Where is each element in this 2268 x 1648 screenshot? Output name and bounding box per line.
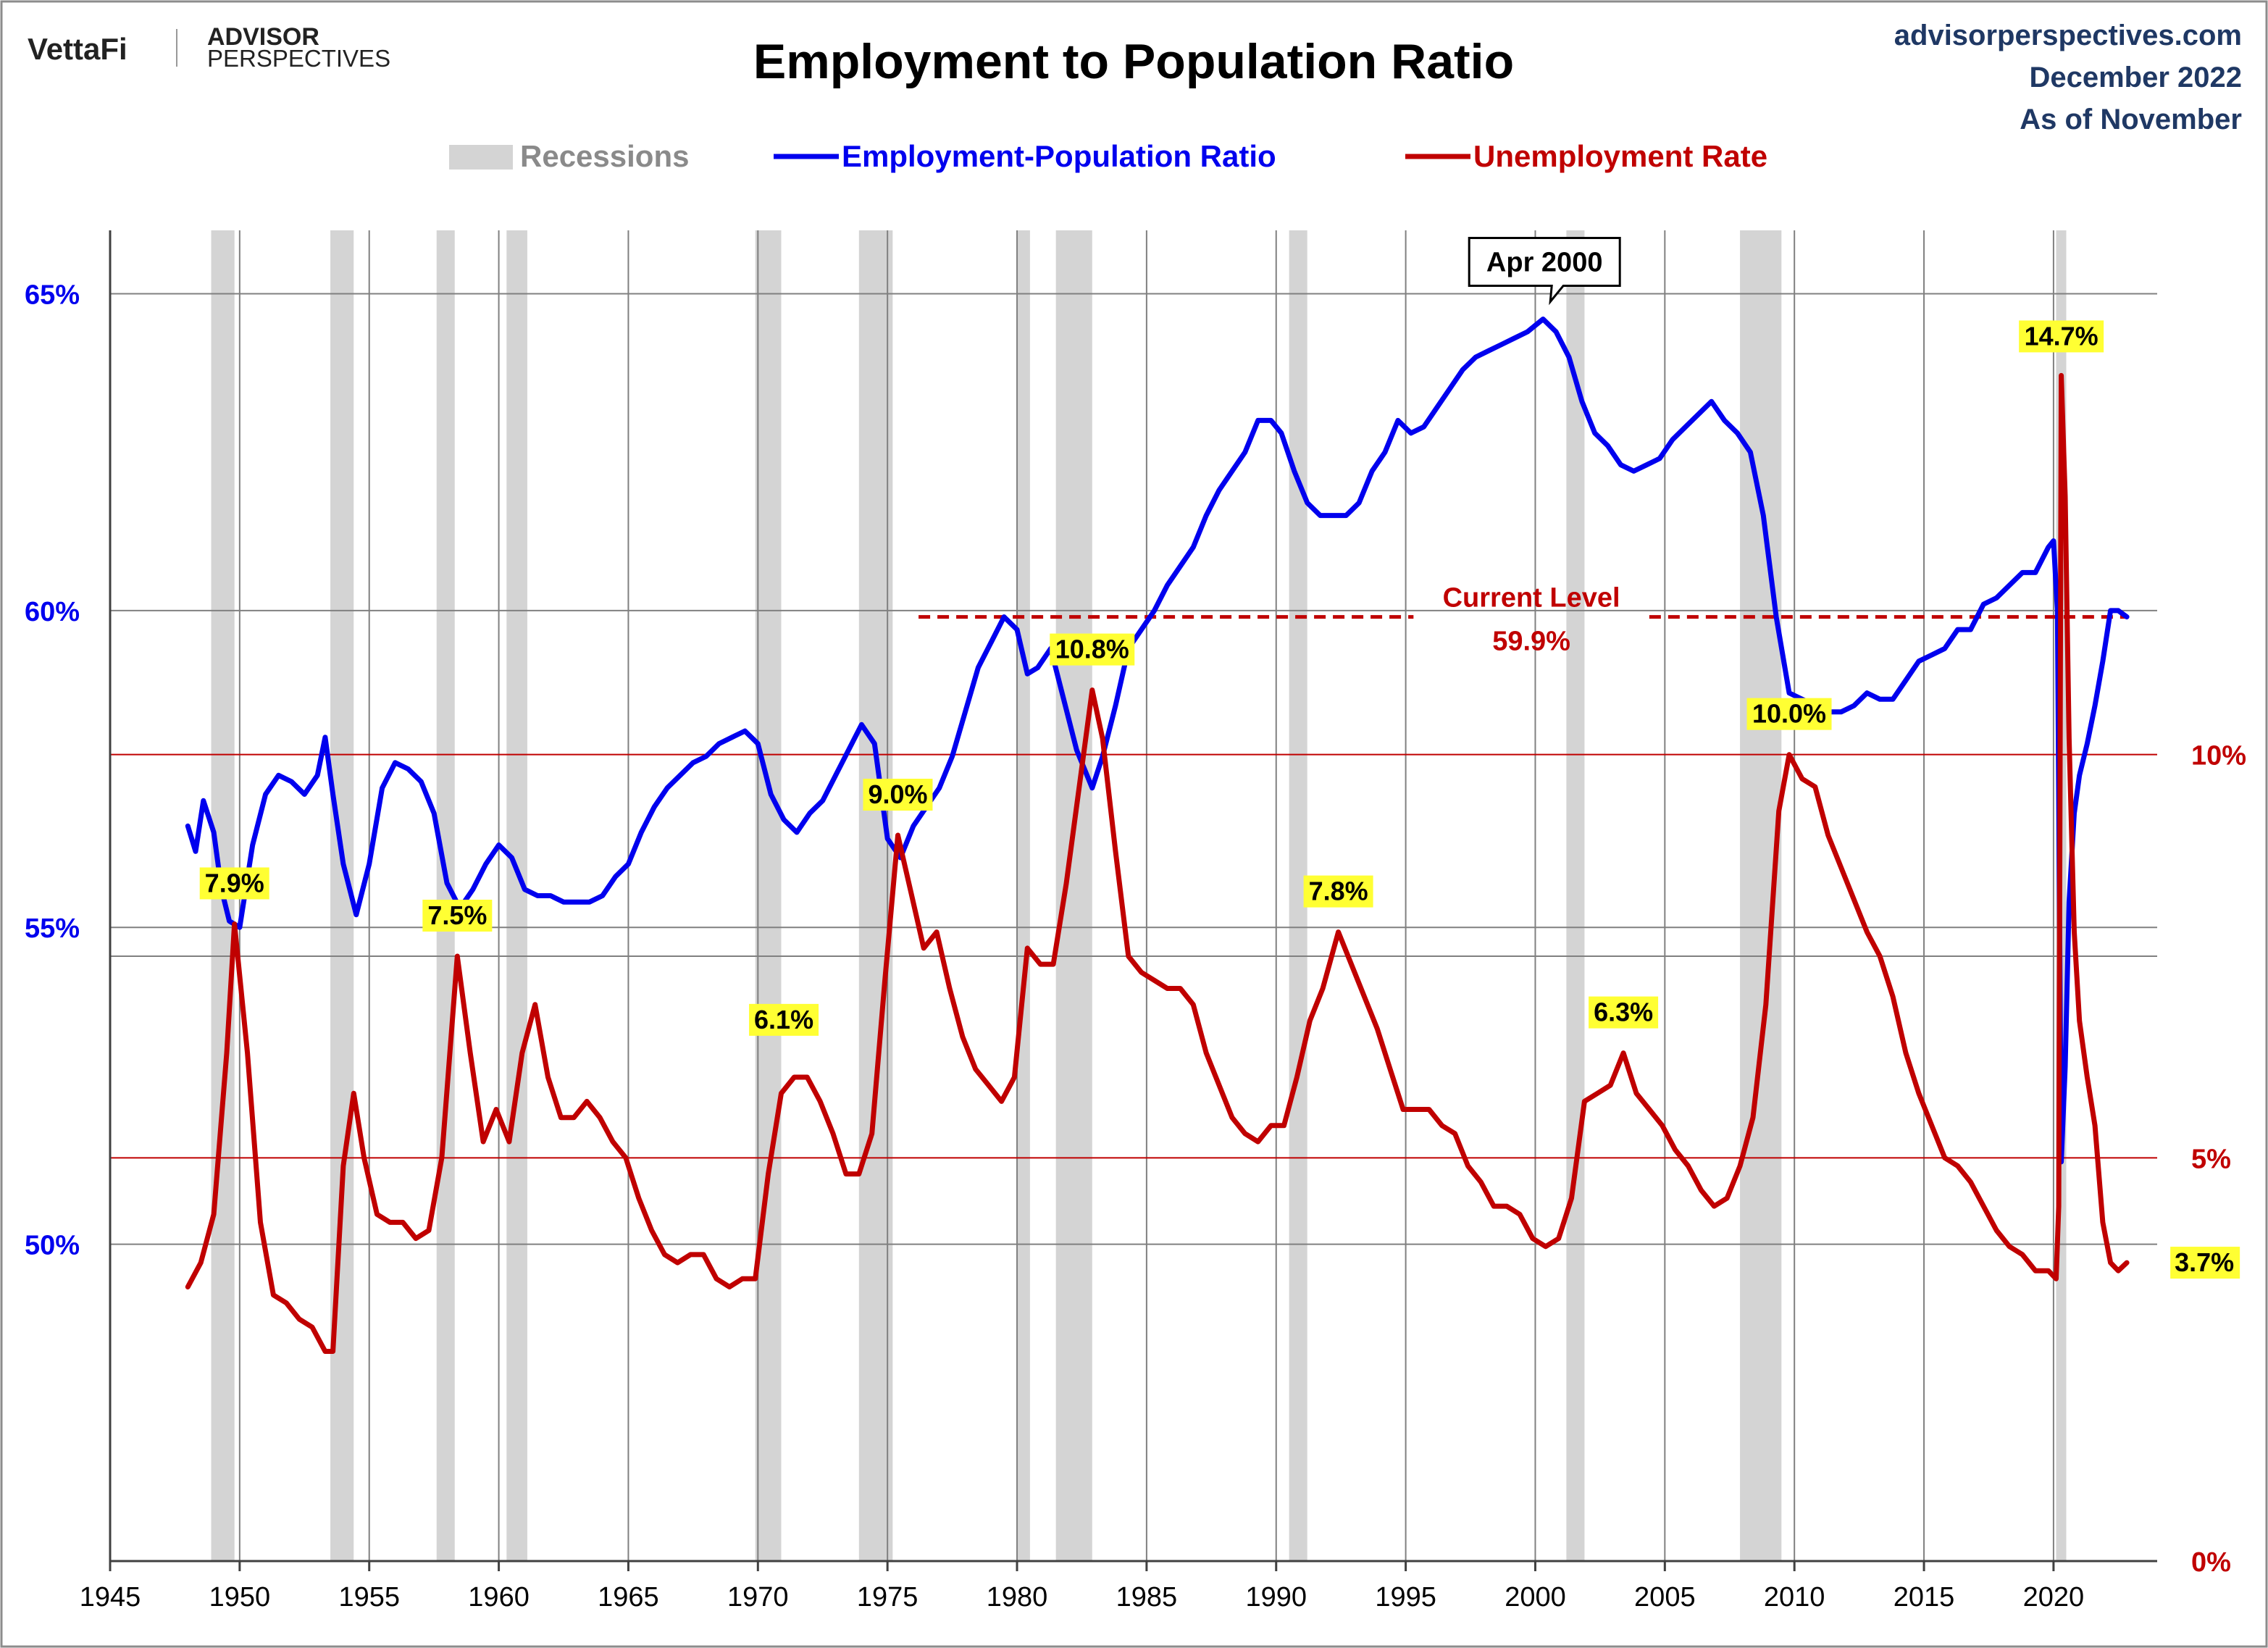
advisor-logo-line2: PERSPECTIVES — [207, 45, 390, 72]
peak-label-bg — [749, 1003, 819, 1036]
epop-line — [185, 317, 2130, 1165]
peak-label-bg — [1050, 633, 1135, 666]
x-tick-label: 1980 — [987, 1582, 1048, 1613]
legend-label-unemp: Unemployment Rate — [1473, 139, 1767, 173]
x-tick-label: 1950 — [209, 1582, 271, 1613]
current-level-label: Current Level — [1443, 583, 1620, 614]
unemp-line — [185, 372, 2130, 1354]
peak-label: 7.8% — [1309, 877, 1368, 906]
brand-logo: VettaFi ADVISOR PERSPECTIVES — [28, 23, 390, 72]
x-tick-label: 1975 — [857, 1582, 919, 1613]
chart-title: Employment to Population Ratio — [753, 34, 1514, 89]
x-tick-label: 1965 — [598, 1582, 659, 1613]
x-tick-label: 1990 — [1245, 1582, 1307, 1613]
recession-band-7 — [1055, 230, 1092, 1561]
peak-label: 3.7% — [2175, 1247, 2234, 1277]
peak-label: 7.5% — [427, 900, 487, 930]
recession-band-4 — [755, 230, 782, 1561]
left-tick-label: 55% — [25, 913, 80, 944]
peak-label: 6.3% — [1594, 997, 1653, 1027]
x-tick-label: 1995 — [1375, 1582, 1436, 1613]
source-date: December 2022 — [2029, 62, 2242, 93]
plot-area: 50% 55% 60% 65% 0% 5% 10% 1945 1950 1955 1960 1965 1… — [25, 230, 2246, 1613]
peak-label-bg — [1746, 698, 1832, 730]
x-tick-label: 2010 — [1764, 1582, 1825, 1613]
x-tick-label: 1985 — [1116, 1582, 1178, 1613]
legend-label-epop: Employment-Population Ratio — [842, 139, 1276, 173]
peak-label-bg — [2170, 1247, 2240, 1279]
x-tick-label: 2005 — [1634, 1582, 1696, 1613]
callout-apr-2000: Apr 2000 — [1468, 236, 1621, 306]
peak-label: 6.1% — [754, 1005, 813, 1034]
left-tick-label: 60% — [25, 597, 80, 627]
advisor-logo-line1: ADVISOR — [207, 23, 319, 51]
current-level-value: 59.9% — [1492, 627, 1570, 657]
peak-label: 10.8% — [1055, 635, 1129, 664]
x-tick-label: 1945 — [80, 1582, 141, 1613]
peak-label: 14.7% — [2025, 321, 2098, 351]
recession-band-9 — [1566, 230, 1585, 1561]
legend-label-recessions: Recessions — [520, 139, 689, 173]
legend-swatch-recessions — [449, 145, 513, 170]
peak-label: 10.0% — [1752, 699, 1826, 729]
right-tick-label: 10% — [2191, 741, 2246, 771]
left-tick-label: 50% — [25, 1231, 80, 1261]
callout-text: Apr 2000 — [1486, 247, 1603, 277]
source-site: advisorperspectives.com — [1894, 20, 2242, 51]
peak-label-bg — [863, 779, 933, 811]
legend: Recessions Employment-Population Ratio U… — [449, 139, 1767, 173]
peak-label-bg — [422, 900, 493, 932]
left-tick-label: 65% — [25, 280, 80, 310]
vettafi-logo: VettaFi — [28, 32, 127, 66]
x-tick-label: 2020 — [2023, 1582, 2085, 1613]
x-tick-label: 1970 — [727, 1582, 789, 1613]
right-tick-label: 0% — [2191, 1547, 2231, 1578]
recession-band-6 — [1017, 230, 1030, 1561]
x-tick-label: 2015 — [1894, 1582, 1955, 1613]
peak-label: 9.0% — [868, 779, 927, 809]
peak-label-bg — [199, 867, 269, 900]
peak-label-bg — [1589, 996, 1659, 1029]
peak-label-bg — [1303, 875, 1373, 908]
x-tick-label: 1955 — [338, 1582, 400, 1613]
right-tick-label: 5% — [2191, 1144, 2231, 1174]
x-tick-label: 1960 — [468, 1582, 530, 1613]
recession-band-3 — [506, 230, 527, 1561]
source-asof: As of November — [2020, 104, 2242, 135]
peak-label-bg — [2019, 320, 2104, 353]
x-tick-label: 2000 — [1505, 1582, 1566, 1613]
callout-box — [1468, 236, 1621, 306]
peak-label: 7.9% — [205, 868, 264, 898]
